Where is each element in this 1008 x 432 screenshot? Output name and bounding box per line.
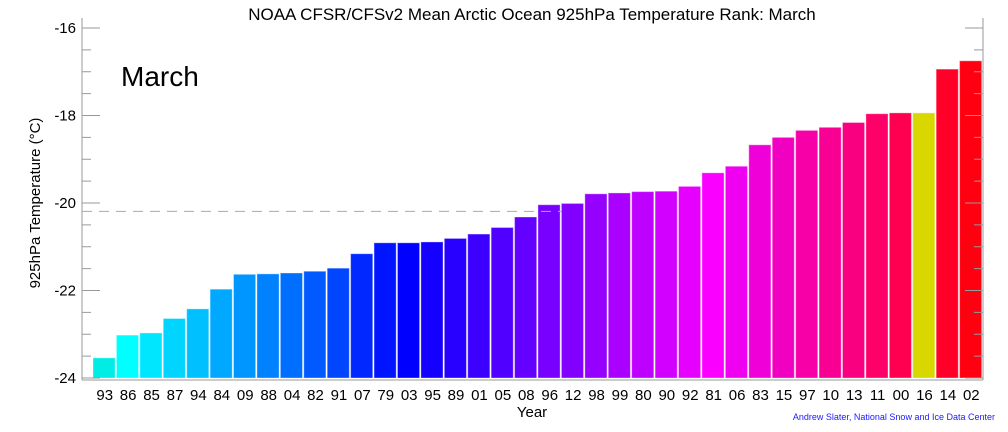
bar-81 bbox=[701, 172, 725, 379]
bar-14 bbox=[935, 68, 959, 379]
x-tick-label: 94 bbox=[190, 387, 207, 404]
y-tick-label: -16 bbox=[54, 20, 76, 37]
bar-83 bbox=[748, 144, 772, 379]
bar-09 bbox=[233, 273, 257, 379]
x-tick-label: 01 bbox=[471, 387, 488, 404]
x-tick-label: 09 bbox=[237, 387, 254, 404]
x-tick-label: 84 bbox=[213, 387, 230, 404]
credit-text: Andrew Slater, National Snow and Ice Dat… bbox=[792, 412, 995, 422]
bar-84 bbox=[209, 288, 233, 379]
x-tick-label: 85 bbox=[143, 387, 160, 404]
x-axis-label: Year bbox=[517, 404, 547, 421]
bar-99 bbox=[607, 192, 631, 379]
bar-03 bbox=[396, 242, 421, 379]
x-tick-label: 98 bbox=[588, 387, 605, 404]
x-tick-label: 91 bbox=[331, 387, 348, 404]
bar-79 bbox=[373, 242, 397, 379]
x-tick-label: 96 bbox=[541, 387, 558, 404]
bar-85 bbox=[139, 332, 163, 379]
y-tick-label: -18 bbox=[54, 108, 76, 125]
x-tick-label: 90 bbox=[658, 387, 675, 404]
x-tick-label: 88 bbox=[260, 387, 277, 404]
bar-12 bbox=[560, 202, 585, 379]
bar-08 bbox=[514, 216, 538, 379]
bar-97 bbox=[795, 129, 819, 379]
y-tick-label: -24 bbox=[54, 370, 76, 387]
bar-96 bbox=[537, 204, 561, 379]
chart-title: NOAA CFSR/CFSv2 Mean Arctic Ocean 925hPa… bbox=[248, 5, 816, 24]
x-tick-label: 03 bbox=[401, 387, 418, 404]
bar-06 bbox=[724, 165, 748, 379]
x-tick-label: 11 bbox=[870, 387, 886, 404]
bar-98 bbox=[584, 193, 608, 379]
x-tick-label: 08 bbox=[518, 387, 535, 404]
x-tick-label: 07 bbox=[354, 387, 371, 404]
x-tick-label: 16 bbox=[916, 387, 933, 404]
bar-11 bbox=[865, 113, 889, 379]
bar-86 bbox=[115, 334, 140, 379]
x-tick-label: 15 bbox=[776, 387, 793, 404]
x-tick-label: 79 bbox=[377, 387, 394, 404]
bar-80 bbox=[631, 191, 655, 379]
bar-92 bbox=[678, 185, 702, 379]
x-tick-label: 05 bbox=[495, 387, 512, 404]
bar-10 bbox=[818, 126, 842, 379]
bar-90 bbox=[654, 190, 678, 379]
x-tick-label: 12 bbox=[565, 387, 582, 404]
x-tick-label: 89 bbox=[448, 387, 465, 404]
x-tick-label: 99 bbox=[612, 387, 629, 404]
bar-95 bbox=[420, 241, 444, 379]
x-tick-label: 97 bbox=[799, 387, 816, 404]
bar-05 bbox=[490, 227, 514, 379]
x-tick-label: 02 bbox=[963, 387, 980, 404]
bar-89 bbox=[443, 237, 467, 379]
x-tick-label: 95 bbox=[424, 387, 441, 404]
x-tick-label: 83 bbox=[752, 387, 769, 404]
bar-04 bbox=[279, 272, 303, 379]
x-tick-label: 06 bbox=[729, 387, 746, 404]
bar-15 bbox=[771, 136, 795, 379]
x-tick-label: 92 bbox=[682, 387, 699, 404]
bar-01 bbox=[467, 233, 491, 379]
y-tick-label: -22 bbox=[54, 283, 76, 300]
x-tick-label: 93 bbox=[96, 387, 113, 404]
bar-07 bbox=[350, 253, 374, 379]
bar-13 bbox=[841, 122, 866, 379]
x-tick-label: 81 bbox=[705, 387, 722, 404]
y-tick-label: -20 bbox=[54, 195, 76, 212]
x-tick-label: 10 bbox=[822, 387, 839, 404]
y-axis-label: 925hPa Temperature (°C) bbox=[27, 118, 44, 289]
bar-00 bbox=[888, 112, 912, 379]
x-tick-label: 00 bbox=[893, 387, 910, 404]
x-tick-label: 13 bbox=[846, 387, 863, 404]
bar-94 bbox=[186, 308, 210, 379]
bar-88 bbox=[256, 273, 280, 379]
x-tick-label: 14 bbox=[940, 387, 957, 404]
bar-82 bbox=[303, 270, 327, 379]
x-tick-label: 80 bbox=[635, 387, 652, 404]
bar-93 bbox=[92, 357, 116, 379]
chart-annotation: March bbox=[121, 61, 199, 92]
bar-16 bbox=[912, 112, 936, 379]
x-tick-label: 82 bbox=[307, 387, 324, 404]
x-tick-label: 86 bbox=[120, 387, 137, 404]
x-tick-label: 87 bbox=[167, 387, 184, 404]
bar-02 bbox=[959, 60, 983, 379]
bar-91 bbox=[326, 267, 350, 379]
x-tick-label: 04 bbox=[284, 387, 301, 404]
bar-87 bbox=[162, 318, 186, 379]
